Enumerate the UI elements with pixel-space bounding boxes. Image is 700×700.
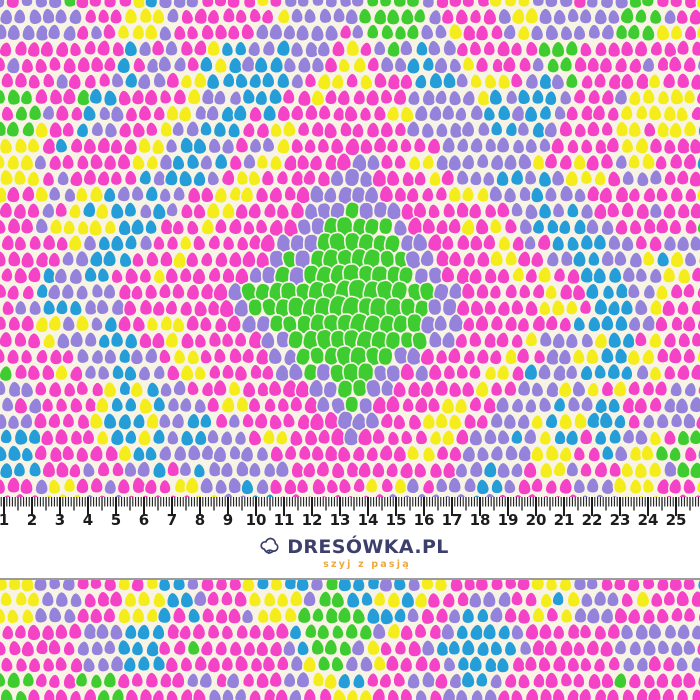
ruler-number-5: 5 xyxy=(110,511,122,529)
ruler-number-14: 14 xyxy=(357,511,379,529)
ruler-number-17: 17 xyxy=(441,511,463,529)
ruler-number-24: 24 xyxy=(637,511,659,529)
ruler-number-8: 8 xyxy=(194,511,206,529)
ruler-number-4: 4 xyxy=(82,511,94,529)
ruler-number-19: 19 xyxy=(497,511,519,529)
cotton-boll-icon xyxy=(260,537,279,555)
ruler-number-16: 16 xyxy=(413,511,435,529)
brand-name: DRESÓWKA.PL xyxy=(287,536,449,558)
ruler-number-9: 9 xyxy=(222,511,234,529)
ruler-number-15: 15 xyxy=(385,511,407,529)
ruler-number-18: 18 xyxy=(469,511,491,529)
ruler-number-13: 13 xyxy=(329,511,351,529)
ruler-number-6: 6 xyxy=(138,511,150,529)
ruler-number-10: 10 xyxy=(245,511,267,529)
ruler-number-3: 3 xyxy=(54,511,66,529)
brand-tagline: szyj z pasją xyxy=(323,559,411,570)
ruler-number-21: 21 xyxy=(553,511,575,529)
ruler-number-22: 22 xyxy=(581,511,603,529)
ruler-number-2: 2 xyxy=(26,511,38,529)
ruler-ticks xyxy=(0,497,699,516)
ruler-number-20: 20 xyxy=(525,511,547,529)
shop-logo: DRESÓWKA.PL szyj z pasją xyxy=(257,536,449,570)
ruler-number-11: 11 xyxy=(273,511,295,529)
ruler-number-7: 7 xyxy=(166,511,178,529)
ruler-number-12: 12 xyxy=(301,511,323,529)
ruler-and-logo-band: 1 2 3 4 5 6 7 8 9 10 11 12 13 14 15 16 17 18 19 20 21 22 23 24 2… xyxy=(0,497,700,580)
ruler-number-25: 25 xyxy=(665,511,687,529)
ruler-number-1: 1 xyxy=(0,511,10,529)
ruler-number-23: 23 xyxy=(609,511,631,529)
